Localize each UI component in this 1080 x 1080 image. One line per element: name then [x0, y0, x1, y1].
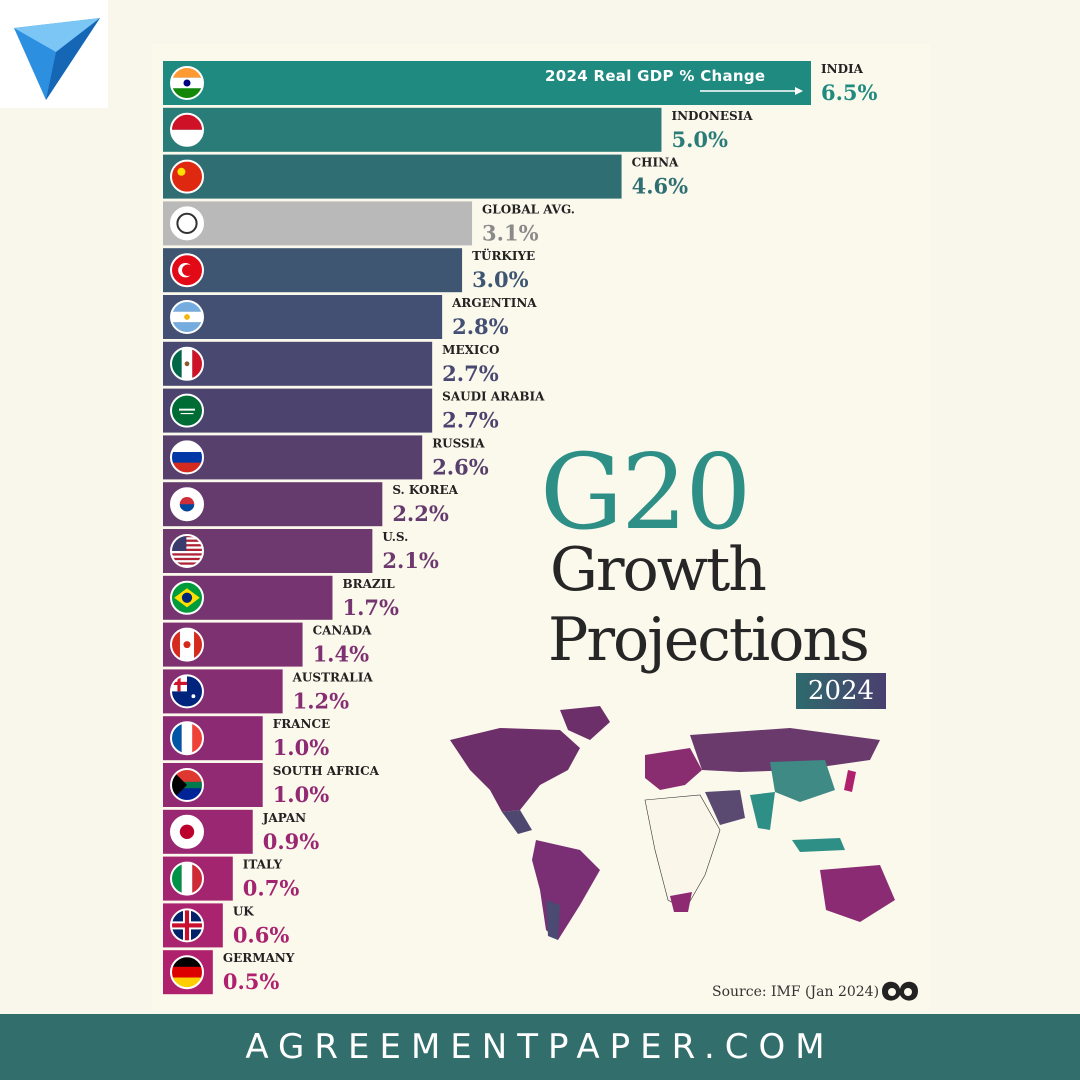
- brand-logo: [0, 0, 108, 108]
- bar-value-label: 5.0%: [671, 127, 728, 152]
- bar-value-label: 1.2%: [293, 688, 350, 713]
- map-south-america: [532, 840, 600, 940]
- flag-italy-icon: [170, 861, 204, 896]
- title-projections: Projections: [548, 605, 870, 675]
- bar-label: UK: [233, 904, 254, 918]
- bar-value-label: 2.2%: [392, 501, 449, 526]
- chart-title: 2024 Real GDP % Change: [545, 67, 765, 85]
- publisher-logo: [882, 981, 918, 1001]
- map-europe: [645, 748, 702, 790]
- bar-label: AUSTRALIA: [292, 670, 374, 684]
- bar-value-label: 0.7%: [243, 876, 300, 901]
- bar-label: RUSSIA: [432, 436, 485, 450]
- flag-russia-icon: [170, 440, 204, 475]
- title-year-badge: 2024: [796, 673, 886, 709]
- bar-value-label: 1.0%: [273, 735, 330, 760]
- bar-value-label: 1.4%: [313, 642, 370, 667]
- bar-label: CHINA: [632, 156, 679, 170]
- bar-label: GERMANY: [223, 951, 295, 965]
- bar: [163, 61, 811, 105]
- flag-australia-icon: [170, 674, 204, 709]
- bar-value-label: 3.0%: [472, 267, 529, 292]
- bar-value-label: 2.1%: [382, 548, 439, 573]
- bar-value-label: 4.6%: [632, 174, 689, 199]
- bar-label: ARGENTINA: [451, 296, 537, 310]
- map-greenland: [560, 706, 610, 740]
- bar-label: MEXICO: [442, 343, 499, 357]
- footer-bar: AGREEMENTPAPER.COM: [0, 1014, 1080, 1080]
- map-indonesia: [792, 838, 845, 852]
- title-g20: G20: [540, 431, 751, 553]
- map-china: [770, 760, 835, 802]
- bar: [163, 248, 463, 293]
- bar: [163, 154, 622, 199]
- map-north-america: [450, 728, 580, 812]
- bar-value-label: 2.8%: [452, 314, 509, 339]
- bar-value-label: 0.6%: [233, 922, 290, 947]
- flag-uk-icon: [170, 908, 204, 943]
- bar-label: U.S.: [382, 530, 408, 544]
- bar-value-label: 0.5%: [223, 969, 280, 994]
- map-argentina: [546, 900, 560, 940]
- bar-label: TÜRKIYE: [472, 247, 535, 263]
- bar-value-label: 1.7%: [342, 595, 399, 620]
- bar-label: JAPAN: [262, 811, 306, 825]
- map-mexico: [502, 810, 532, 834]
- flag-us-icon: [170, 534, 204, 568]
- bar-label: SOUTH AFRICA: [273, 764, 380, 778]
- bar-value-label: 2.7%: [442, 361, 499, 386]
- map-middle-east: [705, 790, 745, 825]
- bar-label: INDIA: [821, 62, 864, 76]
- bar-label: SAUDI ARABIA: [442, 390, 545, 404]
- bar-value-label: 3.1%: [482, 220, 539, 245]
- bar: [163, 388, 433, 433]
- flag-canada-icon: [170, 627, 204, 662]
- bar-value-label: 2.7%: [442, 408, 499, 433]
- bar-label: FRANCE: [273, 717, 330, 731]
- bar: [163, 435, 423, 480]
- flag-turkiye-icon: [170, 253, 204, 288]
- bar: [163, 341, 433, 386]
- map-australia: [820, 865, 895, 922]
- map-south-africa: [670, 892, 692, 912]
- flag-indonesia-icon: [170, 112, 204, 147]
- map-russia: [690, 728, 880, 772]
- bar: [163, 295, 443, 339]
- flag-south-africa-icon: [170, 768, 204, 802]
- bar-value-label: 0.9%: [263, 829, 320, 854]
- flag-germany-icon: [170, 955, 204, 990]
- bar-label: CANADA: [313, 624, 373, 638]
- flag-japan-icon: [170, 814, 204, 849]
- flag-china-icon: [170, 159, 204, 194]
- bar-value-label: 2.6%: [432, 454, 489, 479]
- bar-label: BRAZIL: [342, 577, 395, 591]
- flag-france-icon: [170, 721, 204, 756]
- source-note: Source: IMF (Jan 2024): [712, 984, 880, 1000]
- bar-value-label: 6.5%: [821, 80, 878, 105]
- bar-value-label: 1.0%: [273, 782, 330, 807]
- flag-globe-icon: [170, 206, 204, 241]
- flag-south-korea-icon: [170, 487, 204, 522]
- footer-site-url[interactable]: AGREEMENTPAPER.COM: [245, 1027, 835, 1067]
- bar-label: S. KOREA: [392, 483, 458, 497]
- map-japan: [844, 770, 856, 792]
- flag-india-icon: [170, 66, 204, 100]
- flag-brazil-icon: [170, 580, 204, 615]
- flag-argentina-icon: [170, 300, 204, 334]
- flag-saudi-arabia-icon: [170, 393, 204, 428]
- bar-label: GLOBAL AVG.: [482, 202, 575, 216]
- bar-label: ITALY: [243, 858, 283, 872]
- bar: [163, 107, 662, 152]
- bar: [163, 201, 473, 246]
- map-india: [750, 792, 775, 830]
- map-africa: [644, 794, 721, 911]
- world-map: [450, 706, 895, 940]
- bar-label: INDONESIA: [671, 109, 753, 123]
- title-growth: Growth: [550, 535, 767, 605]
- flag-mexico-icon: [170, 346, 204, 381]
- title-arrow-head: [795, 87, 803, 95]
